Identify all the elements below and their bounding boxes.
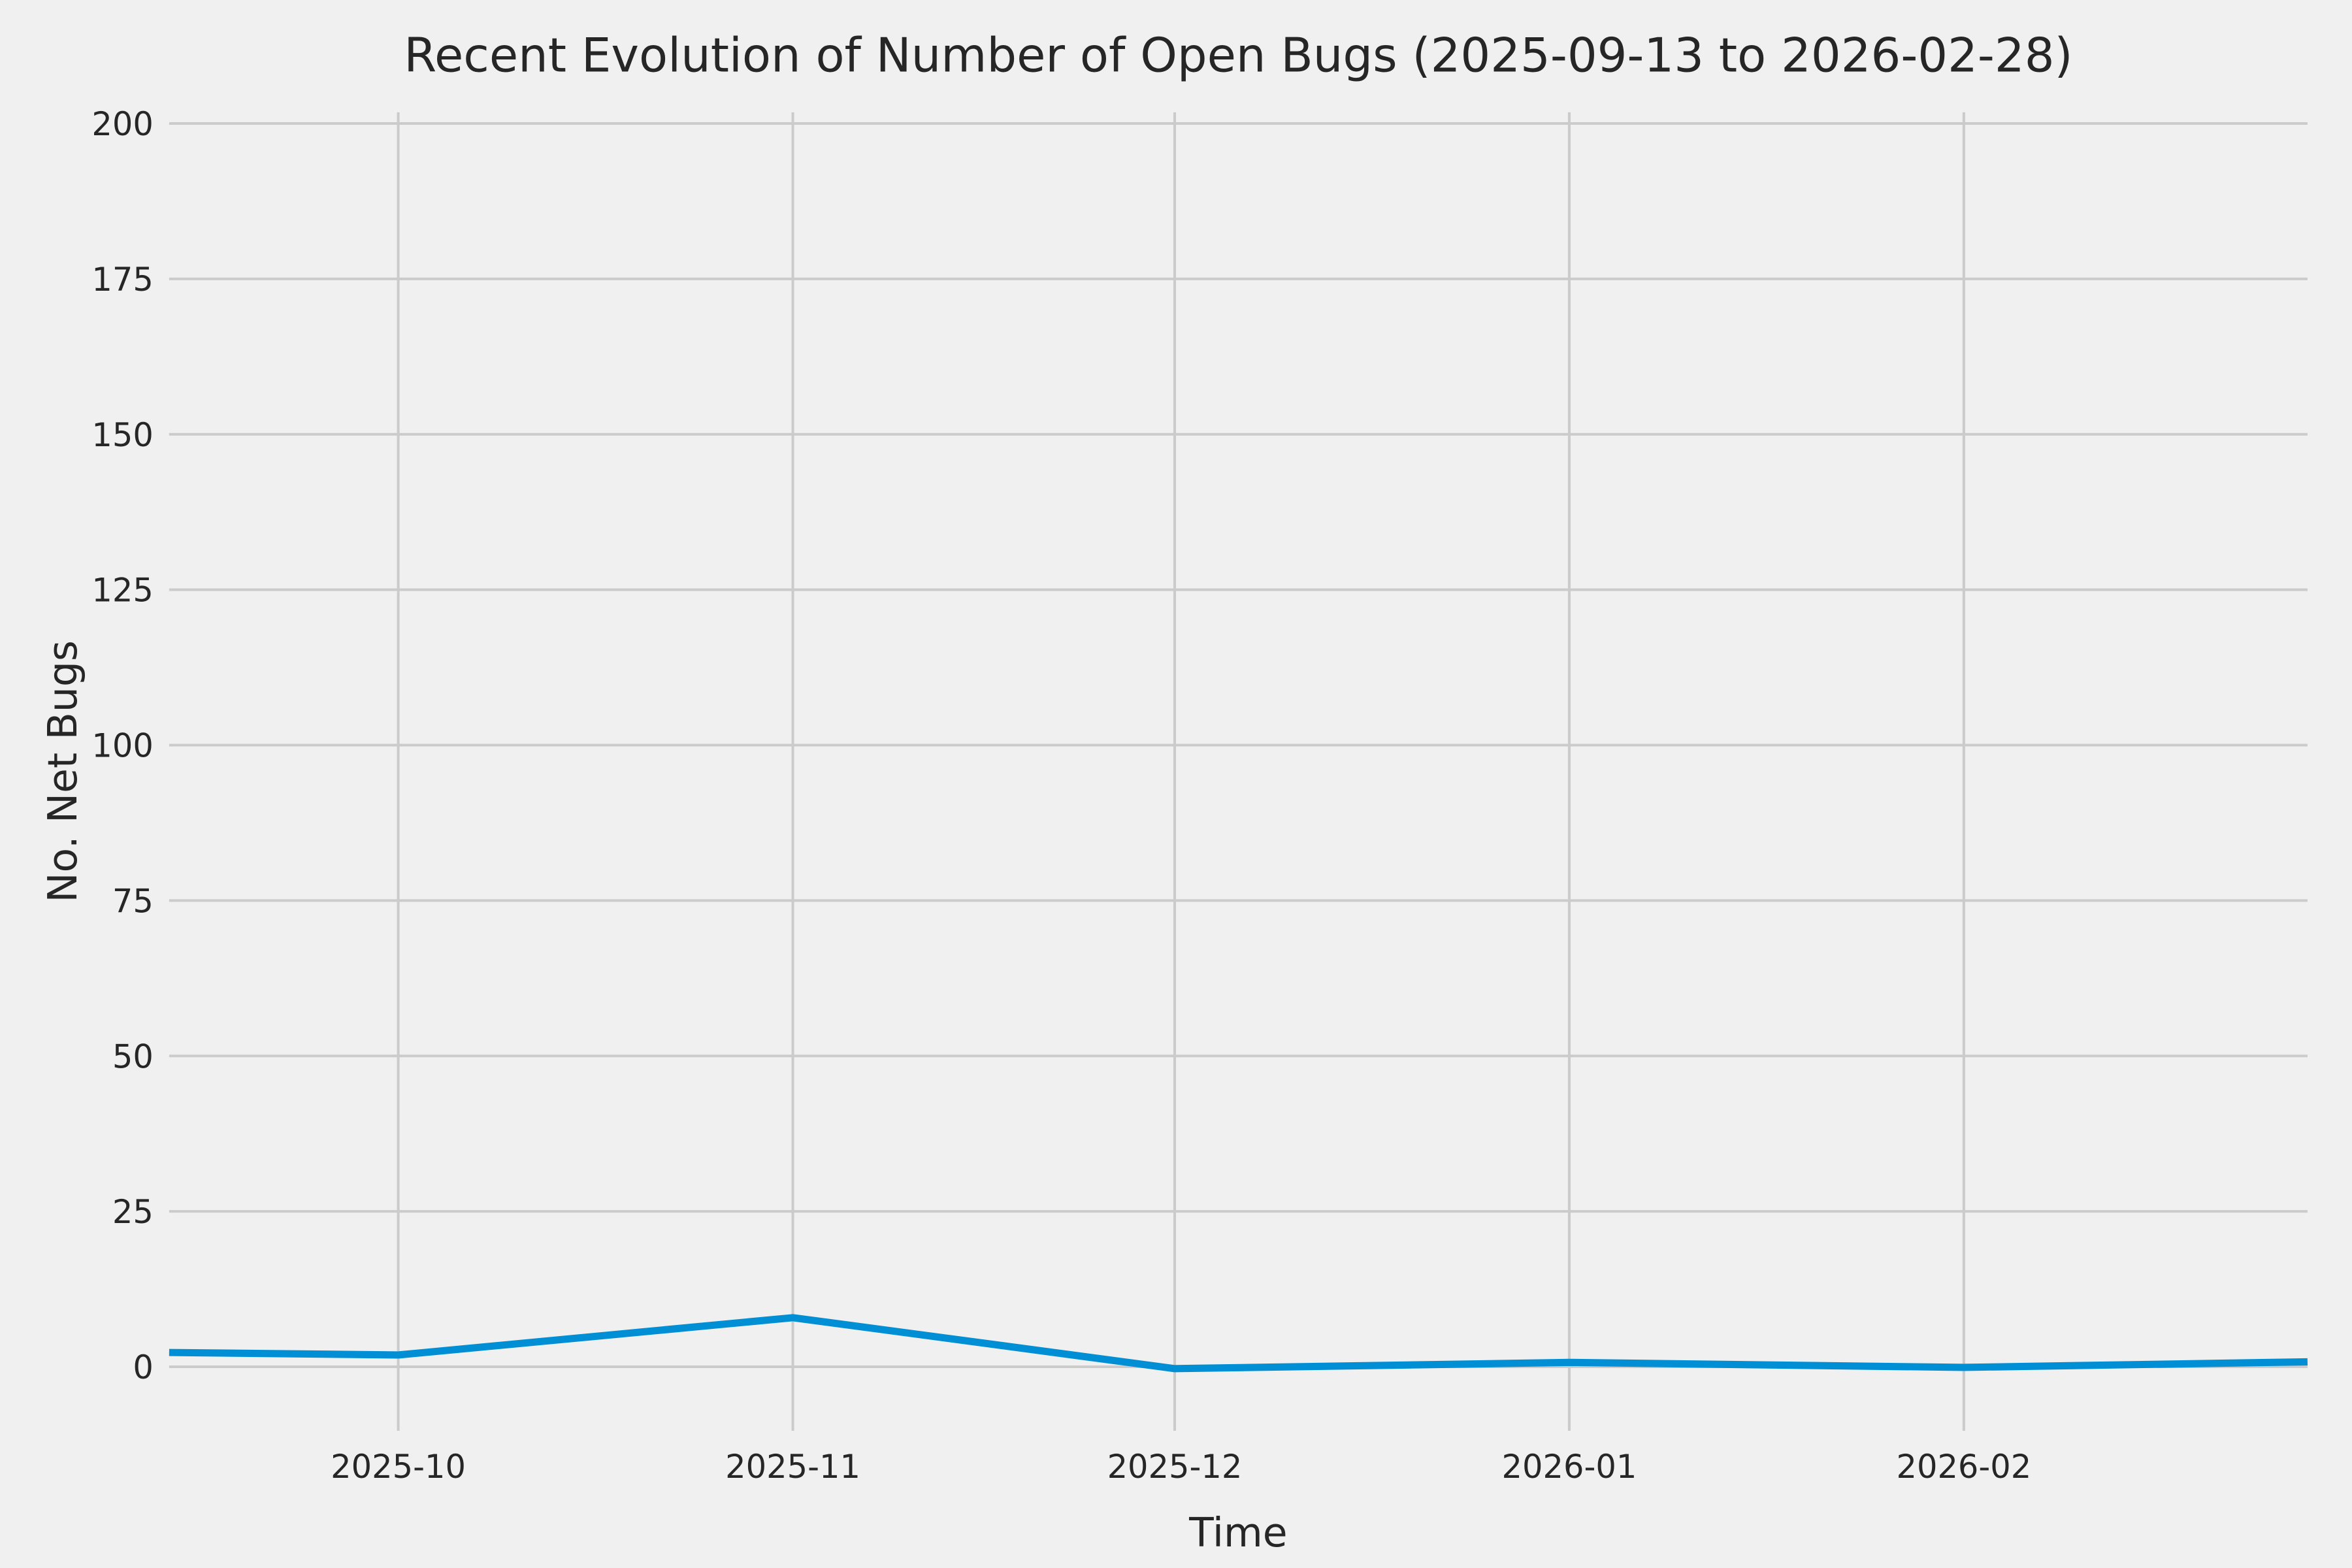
y-tick-labels: 0 25 50 75 100 125 150 175 200 [91, 105, 153, 1386]
x-tick-label: 2025-11 [725, 1448, 860, 1486]
y-tick-label: 50 [112, 1037, 154, 1075]
gridlines [169, 112, 2308, 1431]
y-tick-label: 25 [112, 1193, 154, 1231]
y-tick-label: 175 [91, 261, 153, 299]
x-tick-label: 2025-12 [1107, 1448, 1243, 1486]
x-tick-label: 2026-01 [1502, 1448, 1637, 1486]
chart-title: Recent Evolution of Number of Open Bugs … [404, 28, 2072, 83]
series-line-open-bugs [169, 1314, 2308, 1373]
y-tick-label: 200 [91, 105, 153, 143]
y-tick-label: 75 [112, 882, 154, 920]
x-tick-label: 2025-10 [331, 1448, 466, 1486]
x-tick-labels: 2025-10 2025-11 2025-12 2026-01 2026-02 [331, 1448, 2031, 1486]
x-tick-label: 2026-02 [1896, 1448, 2031, 1486]
y-tick-label: 150 [91, 416, 153, 454]
y-tick-label: 100 [91, 727, 153, 765]
y-tick-label: 0 [133, 1348, 154, 1386]
y-tick-label: 125 [91, 572, 153, 610]
x-axis-label: Time [1188, 1509, 1288, 1556]
y-axis-label: No. Net Bugs [39, 640, 86, 902]
